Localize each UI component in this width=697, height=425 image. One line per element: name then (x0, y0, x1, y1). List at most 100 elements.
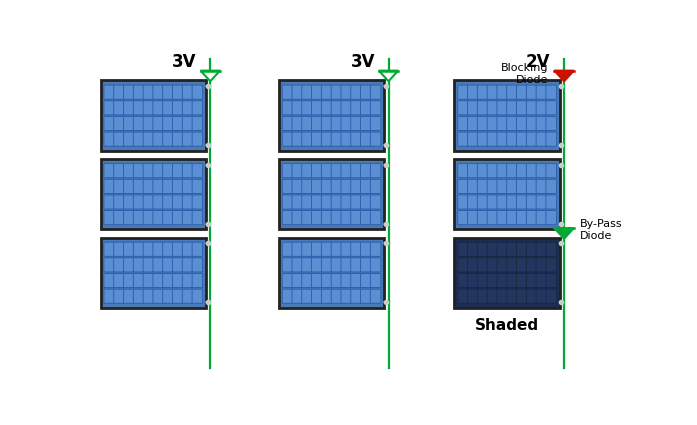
FancyBboxPatch shape (331, 289, 342, 303)
FancyBboxPatch shape (516, 132, 527, 146)
FancyBboxPatch shape (370, 273, 381, 288)
FancyBboxPatch shape (183, 210, 193, 225)
FancyBboxPatch shape (282, 210, 293, 225)
FancyBboxPatch shape (114, 195, 124, 209)
FancyBboxPatch shape (183, 85, 193, 99)
FancyBboxPatch shape (282, 164, 293, 178)
FancyBboxPatch shape (458, 101, 468, 115)
FancyBboxPatch shape (468, 132, 478, 146)
FancyBboxPatch shape (192, 242, 203, 256)
FancyBboxPatch shape (546, 210, 556, 225)
FancyBboxPatch shape (370, 132, 381, 146)
FancyBboxPatch shape (536, 273, 546, 288)
FancyBboxPatch shape (312, 242, 322, 256)
FancyBboxPatch shape (143, 289, 154, 303)
FancyBboxPatch shape (123, 210, 134, 225)
FancyBboxPatch shape (546, 179, 556, 193)
FancyBboxPatch shape (341, 195, 351, 209)
FancyBboxPatch shape (133, 210, 144, 225)
FancyBboxPatch shape (192, 210, 203, 225)
FancyBboxPatch shape (292, 258, 302, 272)
FancyBboxPatch shape (114, 101, 124, 115)
FancyBboxPatch shape (458, 273, 468, 288)
FancyBboxPatch shape (292, 164, 302, 178)
FancyBboxPatch shape (341, 242, 351, 256)
FancyBboxPatch shape (104, 164, 114, 178)
FancyBboxPatch shape (292, 85, 302, 99)
FancyBboxPatch shape (292, 289, 302, 303)
FancyBboxPatch shape (341, 273, 351, 288)
Bar (454, 80, 560, 151)
Text: 3V: 3V (351, 53, 375, 71)
FancyBboxPatch shape (458, 179, 468, 193)
FancyBboxPatch shape (192, 101, 203, 115)
FancyBboxPatch shape (526, 258, 537, 272)
FancyBboxPatch shape (526, 242, 537, 256)
FancyBboxPatch shape (143, 273, 154, 288)
Polygon shape (379, 71, 398, 81)
FancyBboxPatch shape (183, 116, 193, 130)
FancyBboxPatch shape (172, 289, 183, 303)
FancyBboxPatch shape (331, 258, 342, 272)
FancyBboxPatch shape (507, 289, 517, 303)
FancyBboxPatch shape (477, 242, 488, 256)
FancyBboxPatch shape (172, 195, 183, 209)
FancyBboxPatch shape (302, 101, 312, 115)
FancyBboxPatch shape (516, 289, 527, 303)
FancyBboxPatch shape (321, 116, 332, 130)
FancyBboxPatch shape (351, 210, 361, 225)
FancyBboxPatch shape (370, 164, 381, 178)
FancyBboxPatch shape (487, 116, 498, 130)
FancyBboxPatch shape (497, 210, 507, 225)
FancyBboxPatch shape (526, 85, 537, 99)
FancyBboxPatch shape (114, 164, 124, 178)
FancyBboxPatch shape (477, 85, 488, 99)
FancyBboxPatch shape (331, 273, 342, 288)
FancyBboxPatch shape (507, 179, 517, 193)
FancyBboxPatch shape (536, 242, 546, 256)
FancyBboxPatch shape (468, 85, 478, 99)
FancyBboxPatch shape (114, 85, 124, 99)
Text: 3V: 3V (172, 53, 197, 71)
FancyBboxPatch shape (104, 210, 114, 225)
FancyBboxPatch shape (172, 116, 183, 130)
FancyBboxPatch shape (153, 195, 164, 209)
FancyBboxPatch shape (321, 273, 332, 288)
Polygon shape (554, 71, 574, 81)
FancyBboxPatch shape (546, 273, 556, 288)
FancyBboxPatch shape (458, 132, 468, 146)
FancyBboxPatch shape (153, 164, 164, 178)
FancyBboxPatch shape (292, 242, 302, 256)
FancyBboxPatch shape (458, 195, 468, 209)
FancyBboxPatch shape (162, 242, 174, 256)
FancyBboxPatch shape (516, 179, 527, 193)
FancyBboxPatch shape (292, 195, 302, 209)
FancyBboxPatch shape (351, 101, 361, 115)
FancyBboxPatch shape (123, 164, 134, 178)
FancyBboxPatch shape (516, 101, 527, 115)
FancyBboxPatch shape (133, 116, 144, 130)
FancyBboxPatch shape (114, 132, 124, 146)
FancyBboxPatch shape (477, 164, 488, 178)
FancyBboxPatch shape (507, 210, 517, 225)
FancyBboxPatch shape (526, 195, 537, 209)
FancyBboxPatch shape (172, 179, 183, 193)
Bar (100, 238, 206, 308)
Bar (454, 159, 560, 230)
FancyBboxPatch shape (153, 179, 164, 193)
FancyBboxPatch shape (360, 179, 371, 193)
FancyBboxPatch shape (282, 116, 293, 130)
FancyBboxPatch shape (143, 132, 154, 146)
Text: 2V: 2V (526, 53, 551, 71)
FancyBboxPatch shape (292, 179, 302, 193)
Polygon shape (201, 71, 220, 81)
FancyBboxPatch shape (507, 195, 517, 209)
FancyBboxPatch shape (104, 242, 114, 256)
FancyBboxPatch shape (162, 258, 174, 272)
FancyBboxPatch shape (321, 210, 332, 225)
FancyBboxPatch shape (282, 273, 293, 288)
FancyBboxPatch shape (153, 289, 164, 303)
FancyBboxPatch shape (153, 101, 164, 115)
FancyBboxPatch shape (360, 101, 371, 115)
FancyBboxPatch shape (153, 210, 164, 225)
